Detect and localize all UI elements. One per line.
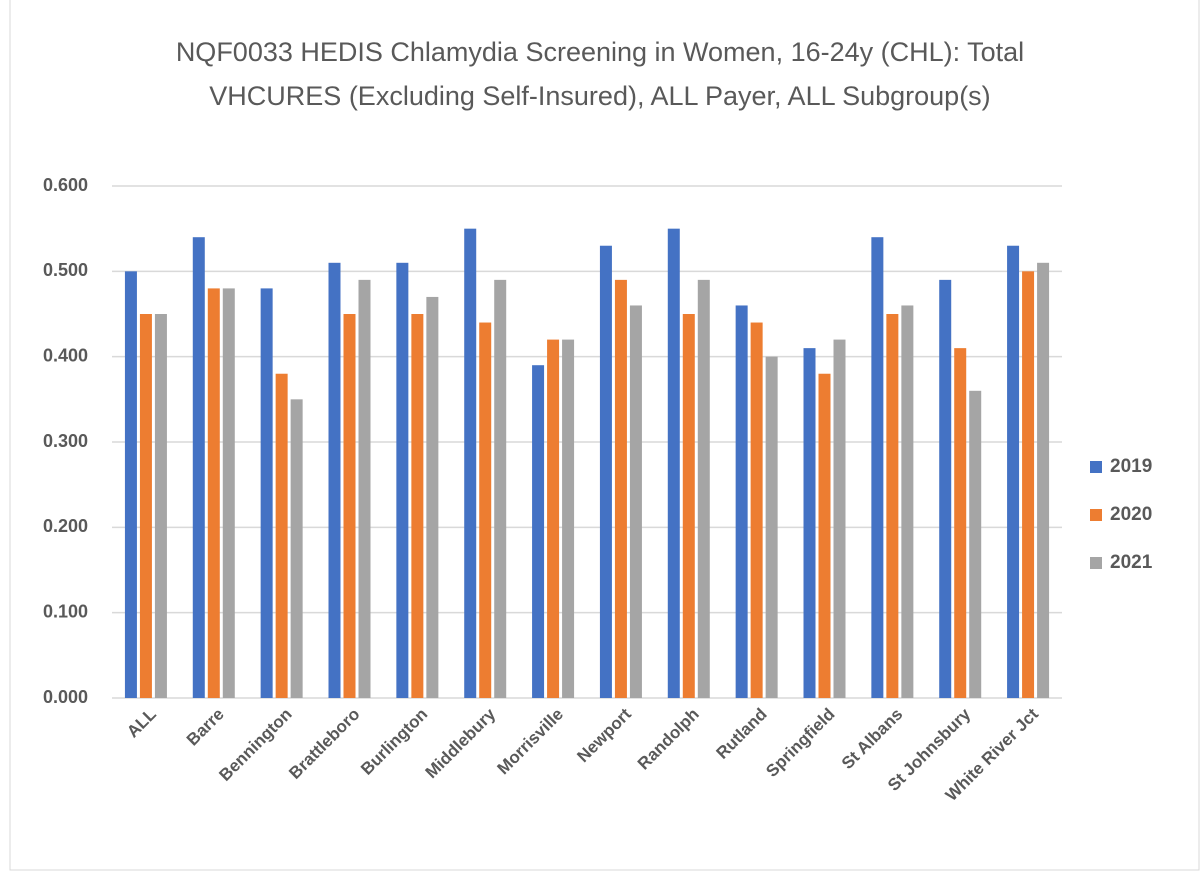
bar [886,314,899,698]
bar [494,279,507,698]
bar [629,305,642,698]
x-tick-label: Rutland [712,705,770,763]
y-tick-label: 0.500 [43,260,88,280]
bar [154,314,167,698]
bar [139,314,152,698]
bar [562,339,575,698]
bar [614,279,627,698]
y-tick-label: 0.100 [43,601,88,621]
bar [969,390,982,698]
bar [599,245,612,698]
bar [328,262,341,698]
bar [358,279,371,698]
bar [735,305,748,698]
legend-swatch [1090,557,1102,569]
bar [547,339,560,698]
x-tick-label: Barre [183,705,228,750]
x-tick-label: Randolph [634,705,703,774]
bar [192,237,205,698]
bar [939,279,952,698]
y-tick-label: 0.600 [43,175,88,195]
bar [532,365,545,698]
bar [396,262,409,698]
x-tick-label: Brattleboro [285,705,363,783]
bar [1037,262,1050,698]
bar [260,288,273,698]
bar [901,305,914,698]
bar [275,373,288,698]
x-tick-label: Morrisville [493,705,567,779]
bar [479,322,492,698]
y-tick-label: 0.000 [43,687,88,707]
legend-swatch [1090,461,1102,473]
bar [818,373,831,698]
x-tick-label: ALL [123,705,160,742]
bar [464,228,477,698]
bar [750,322,763,698]
legend-label: 2020 [1110,504,1152,525]
x-tick-label: Burlington [357,705,431,779]
bar [1022,271,1035,698]
bar [222,288,235,698]
bar [426,296,439,698]
legend-swatch [1090,509,1102,521]
legend-label: 2021 [1110,552,1153,573]
chart-title: NQF0033 HEDIS Chlamydia Screening in Wom… [175,37,1025,111]
x-tick-label: Newport [573,704,635,766]
bar [954,348,967,698]
bar [871,237,884,698]
x-tick-label: Middlebury [422,704,500,782]
x-tick-label: Springfield [762,705,838,781]
x-tick-label: St Albans [838,705,906,773]
y-tick-label: 0.200 [43,516,88,536]
bar [803,348,816,698]
bar [1007,245,1020,698]
bar [682,314,695,698]
bar [124,271,137,698]
bar [833,339,846,698]
bar [343,314,356,698]
bar [207,288,220,698]
y-tick-label: 0.300 [43,431,88,451]
chart-border [9,0,1200,871]
legend-label: 2019 [1110,456,1152,477]
bar [411,314,424,698]
bar [765,356,778,698]
y-tick-label: 0.400 [43,345,88,365]
bar [697,279,710,698]
x-tick-label: Bennington [215,705,295,785]
bar [667,228,680,698]
bar [290,399,303,698]
